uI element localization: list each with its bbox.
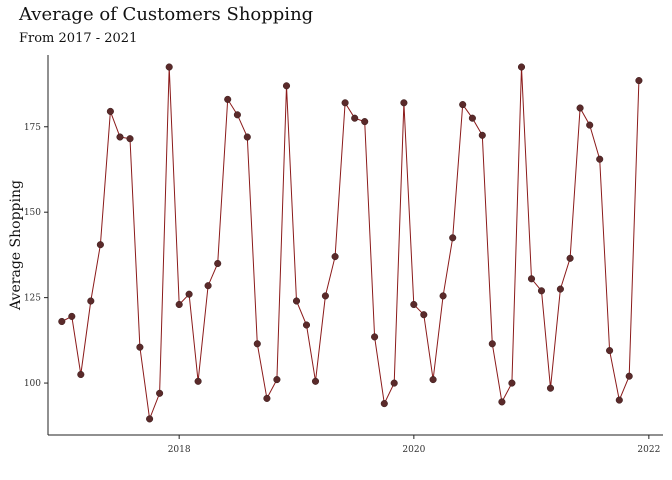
data-point bbox=[58, 317, 66, 326]
data-point bbox=[204, 282, 212, 290]
data-point bbox=[243, 133, 251, 141]
axes bbox=[47, 55, 663, 436]
y-axis-title: Average Shopping bbox=[8, 180, 24, 311]
data-point bbox=[175, 300, 183, 309]
data-point bbox=[546, 384, 555, 392]
data-point bbox=[576, 104, 584, 112]
data-point bbox=[400, 99, 408, 107]
data-point bbox=[68, 312, 76, 320]
chart-title: Average of Customers Shopping bbox=[19, 4, 314, 25]
chart-subtitle: From 2017 - 2021 bbox=[19, 31, 138, 46]
data-point bbox=[429, 376, 437, 384]
data-point bbox=[321, 292, 329, 300]
x-ticks: 2018 2020 2022 bbox=[168, 435, 660, 455]
data-point bbox=[556, 285, 564, 293]
data-point bbox=[498, 398, 506, 406]
data-point bbox=[478, 131, 486, 139]
data-point bbox=[224, 95, 232, 103]
y-ticks: 100 125 150 175 bbox=[24, 123, 48, 389]
data-point bbox=[136, 343, 144, 351]
y-tick-label: 125 bbox=[24, 294, 41, 304]
data-points bbox=[58, 63, 643, 423]
data-point bbox=[302, 321, 311, 329]
data-point bbox=[156, 389, 164, 397]
data-point bbox=[273, 376, 281, 384]
data-point bbox=[361, 118, 369, 126]
data-point bbox=[106, 107, 114, 115]
data-point bbox=[185, 290, 193, 298]
data-point bbox=[439, 292, 447, 300]
data-point bbox=[341, 99, 349, 107]
data-point bbox=[449, 234, 457, 242]
data-point bbox=[508, 379, 516, 387]
data-point bbox=[566, 254, 574, 262]
data-point bbox=[146, 415, 154, 423]
data-point bbox=[165, 63, 173, 71]
series-line bbox=[61, 66, 640, 421]
y-tick-label: 100 bbox=[24, 379, 41, 389]
data-point bbox=[420, 311, 428, 319]
data-point bbox=[331, 253, 339, 261]
data-point bbox=[390, 379, 398, 387]
data-point bbox=[292, 297, 301, 305]
data-point bbox=[116, 133, 124, 141]
data-point bbox=[87, 297, 95, 305]
data-point bbox=[194, 377, 202, 385]
data-point bbox=[253, 340, 261, 348]
data-point bbox=[263, 394, 271, 402]
data-point bbox=[635, 77, 643, 85]
x-tick-label: 2022 bbox=[637, 445, 660, 455]
data-point bbox=[527, 275, 536, 283]
data-point bbox=[96, 241, 104, 249]
y-tick-label: 150 bbox=[24, 208, 41, 218]
data-point bbox=[537, 287, 546, 295]
data-point bbox=[468, 114, 476, 122]
x-tick-label: 2020 bbox=[402, 445, 425, 455]
data-point bbox=[410, 300, 418, 309]
data-point bbox=[615, 396, 623, 404]
data-point bbox=[351, 114, 359, 122]
data-point bbox=[459, 101, 467, 109]
data-point bbox=[371, 333, 379, 341]
y-tick-label: 175 bbox=[24, 123, 41, 133]
data-point bbox=[380, 400, 388, 408]
data-point bbox=[214, 259, 222, 268]
data-point bbox=[311, 377, 320, 385]
data-point bbox=[488, 340, 496, 348]
data-point bbox=[625, 372, 633, 380]
data-point bbox=[596, 155, 604, 163]
data-point bbox=[606, 347, 614, 355]
data-point bbox=[517, 63, 526, 71]
data-point bbox=[282, 82, 291, 90]
data-point bbox=[126, 135, 134, 143]
data-point bbox=[586, 121, 594, 129]
x-tick-label: 2018 bbox=[168, 445, 191, 455]
data-point bbox=[77, 370, 85, 379]
data-point bbox=[233, 111, 241, 119]
